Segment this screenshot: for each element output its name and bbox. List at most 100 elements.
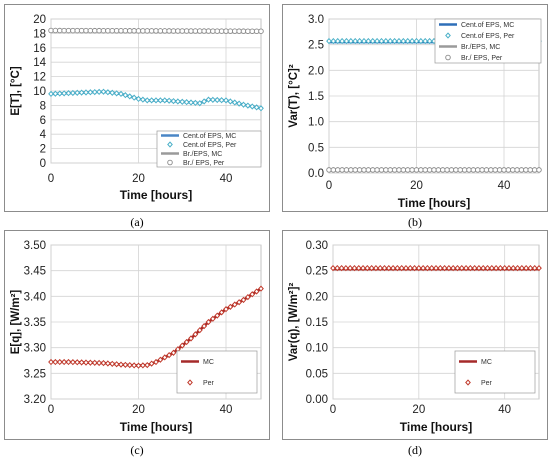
chart-a-series-cent-of-eps-per-point [179, 98, 186, 105]
chart-b-series-br-eps-per-point [330, 167, 337, 173]
chart-b-series-br-eps-per-point [536, 167, 542, 173]
chart-a-series-cent-of-eps-per-point [122, 92, 129, 99]
chart-a-xtick-label: 20 [132, 173, 145, 185]
chart-c-series-per-point [126, 361, 133, 369]
chart-a-series-cent-of-eps-per-point [48, 90, 54, 98]
chart-a-ytick-label: 10 [33, 86, 46, 98]
chart-a-series-br-eps-per-point [166, 28, 172, 34]
chart-c-series-per-point [144, 361, 151, 369]
chart-a-series-cent-of-eps-per-point [131, 94, 138, 101]
chart-b-series-br-eps-per-point [431, 167, 437, 173]
chart-c-series-per-point [139, 362, 146, 369]
chart-a-series-br-eps-per-point [100, 27, 107, 34]
chart-a-series-cent-of-eps-per-point [87, 89, 94, 96]
chart-c-series-per-point [74, 359, 81, 366]
chart-a-ytick-label: 12 [33, 72, 46, 84]
chart-b-ytick-label: 2.0 [308, 65, 324, 77]
chart-b-series-br-eps-per-point [378, 167, 385, 173]
chart-a-ytick-label: 16 [33, 43, 46, 55]
chart-a-series-br-eps-per-point [240, 28, 247, 34]
chart-a-series-br-eps-per [48, 27, 264, 34]
chart-b-xlabel: Time [hours] [398, 196, 470, 210]
chart-c-series-per-point [135, 362, 142, 369]
chart-b-series-br-eps-per-point [483, 167, 490, 173]
chart-c-series-per-point [113, 361, 120, 368]
chart-a-series-br-eps-per-point [192, 28, 199, 34]
chart-c-series-per-point [214, 312, 221, 319]
chart-d-series-per-point [523, 264, 530, 272]
chart-c-series-per-point [209, 315, 216, 322]
chart-a-series-cent-of-eps-per-point [223, 97, 229, 104]
chart-d-series-per-point [484, 264, 491, 272]
chart-d-ytick-label: 0.15 [306, 317, 328, 329]
chart-a-series-cent-of-eps-per-point [188, 99, 194, 106]
chart-c-series-per-point [118, 361, 124, 368]
chart-b-series-cent-of-eps-per-point [361, 37, 367, 45]
chart-c-series-per-point [100, 359, 107, 367]
chart-c-legend-key [187, 379, 193, 386]
chart-b-series-br-eps-per-point [409, 167, 415, 173]
chart-c-series-per-point [188, 335, 194, 342]
chart-d-legend-key [465, 379, 471, 386]
chart-c-ylabel: E[q], [W/m²] [10, 290, 22, 355]
chart-c-ytick-label: 3.50 [24, 240, 46, 252]
chart-a-series-cent-of-eps-per-point [214, 96, 221, 104]
chart-d-series-per-point [394, 264, 401, 272]
chart-a-series-cent-of-eps-per-point [148, 97, 155, 104]
chart-d-series-per-point [493, 264, 499, 272]
chart-d-series-per-point [480, 264, 487, 272]
chart-d-series-per-point [398, 264, 405, 272]
chart-b-series-br-eps-per-point [523, 167, 529, 173]
chart-b-series-cent-of-eps-per-point [356, 37, 363, 45]
chart-b-series-br-eps-per-point [492, 167, 498, 173]
chart-d-series-per-point [360, 264, 366, 272]
chart-a-ytick-label: 4 [40, 129, 47, 141]
chart-a-series-br-eps-per-point [201, 28, 207, 34]
chart-d-xtick-label: 40 [498, 404, 511, 416]
chart-d-series-per-point [407, 264, 414, 272]
chart-d-series-per-point [377, 264, 384, 272]
chart-a-legend: Cent.of EPS, MC Cent.of EPS, Per Br./EPS, … [156, 130, 262, 168]
chart-d-legend-label: Per [481, 380, 493, 387]
chart-d-series-per [330, 264, 542, 272]
chart-a-series-cent-of-eps-per-point [126, 93, 133, 100]
chart-b-svg: 0.0 0.5 1.0 1.5 2.0 2.5 3.0 0 20 40 Time [hours] Va… [288, 14, 542, 210]
chart-c-series-per-point [201, 322, 208, 330]
chart-c-series-per-point [244, 293, 251, 301]
chart-b-series-br-eps-per-point [422, 167, 428, 173]
chart-d-ylabel: Var(q), [W/m²]² [288, 283, 300, 362]
chart-c-series-per-point [104, 360, 111, 367]
chart-a-series-cent-of-eps-per-point [56, 90, 63, 97]
chart-a-legend-key [167, 159, 173, 166]
chart-d-series-per-point [454, 264, 461, 272]
chart-d-series-per-point [428, 264, 435, 272]
chart-d-series-per-point [420, 264, 427, 272]
chart-c-ytick-label: 3.40 [24, 291, 46, 303]
chart-a-series-cent-of-eps-per-point [196, 100, 203, 107]
chart-a-series-cent-of-eps-per-point [69, 89, 76, 97]
chart-d-legend: MC Per [454, 350, 536, 394]
chart-b-series-cent-of-eps-per-point [413, 37, 420, 45]
chart-a-series-br-eps-per-point [205, 28, 212, 34]
chart-d-ytick-label: 0.05 [306, 368, 328, 380]
chart-c-series-per-point [109, 360, 116, 367]
chart-a-series-br-eps-per-point [196, 28, 203, 34]
chart-a-series-cent-of-eps-per-point [135, 95, 142, 103]
chart-b-series-br-eps-per-point [374, 167, 380, 173]
chart-a-series-br-eps-per-point [113, 27, 120, 34]
chart-d-ytick-label: 0.10 [306, 343, 328, 355]
chart-a-series-cent-of-eps-per-point [240, 101, 247, 108]
chart-b-series-br-eps-per-point [369, 167, 376, 173]
chart-b-series-cent-of-eps-per-point [343, 37, 350, 45]
chart-c-series-per-point [87, 359, 94, 366]
chart-d-ytick-label: 0.00 [306, 394, 328, 406]
chart-d-series-per-point [458, 264, 465, 272]
chart-c-series-per-point [78, 359, 85, 366]
chart-a-series-br-eps-per-point [144, 28, 150, 34]
chart-panel-a: 0 2 4 6 8 10 12 14 16 18 20 0 20 40 Time [hours] E[T], … [4, 4, 270, 212]
chart-a-series-br-eps-per-point [231, 28, 238, 34]
chart-a-ytick-label: 14 [33, 57, 46, 69]
chart-c-ytick-label: 3.35 [24, 317, 46, 329]
chart-a-ytick-label: 2 [40, 144, 46, 156]
chart-c-series-per-point [258, 285, 264, 292]
